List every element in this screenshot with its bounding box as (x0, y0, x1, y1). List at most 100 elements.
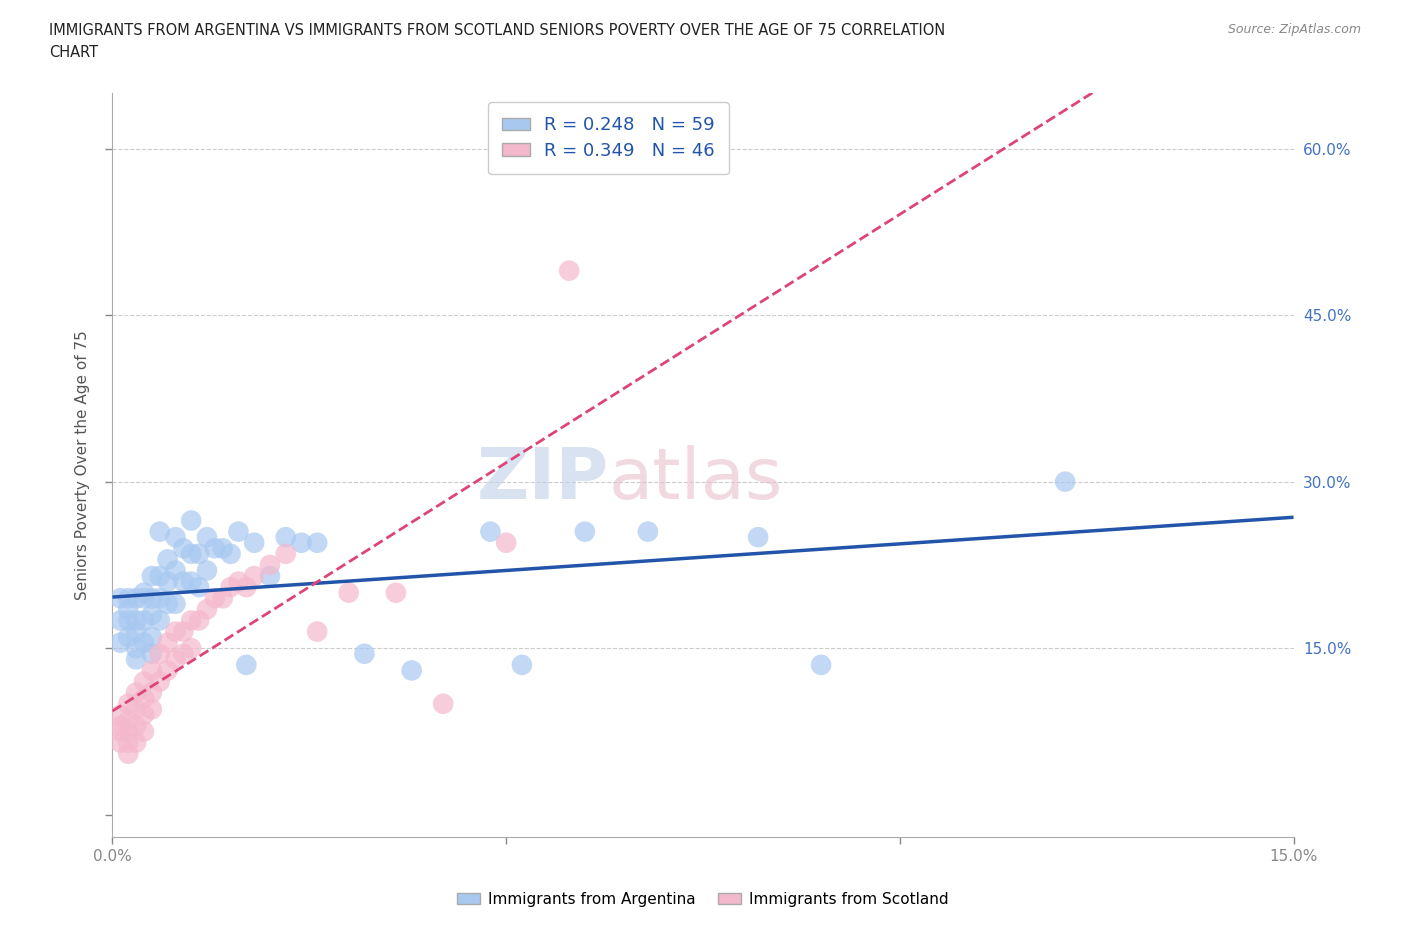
Point (132, 674, 155, 689)
Point (353, 646, 375, 661)
Point (228, 525, 250, 539)
Point (117, 736, 139, 751)
Point (132, 635, 155, 650)
Point (125, 613, 148, 628)
Point (110, 635, 132, 650)
Point (110, 708, 132, 723)
Point (180, 547, 202, 562)
Point (211, 541, 233, 556)
Point (117, 602, 139, 617)
Point (165, 530, 187, 545)
Point (125, 652, 148, 667)
Point (172, 624, 194, 639)
Text: Source: ZipAtlas.com: Source: ZipAtlas.com (1227, 23, 1361, 36)
Point (141, 685, 163, 700)
Point (149, 613, 172, 628)
Point (156, 663, 179, 678)
Point (290, 536, 312, 551)
Point (132, 613, 155, 628)
Point (243, 568, 266, 583)
Point (219, 547, 242, 562)
Point (110, 719, 132, 734)
Y-axis label: Seniors Poverty Over the Age of 75: Seniors Poverty Over the Age of 75 (75, 330, 90, 600)
Point (110, 591, 132, 605)
Text: ZIP: ZIP (477, 445, 609, 514)
Point (110, 724, 132, 739)
Point (259, 568, 281, 583)
Point (117, 630, 139, 644)
Point (117, 613, 139, 628)
Point (235, 658, 257, 672)
Point (195, 563, 218, 578)
Point (510, 658, 533, 672)
Point (188, 547, 211, 562)
Point (117, 724, 139, 739)
Point (432, 697, 454, 711)
Point (117, 713, 139, 728)
Point (125, 736, 148, 751)
Point (141, 630, 163, 644)
Point (180, 574, 202, 589)
Point (274, 530, 297, 545)
Point (307, 624, 329, 639)
Point (149, 568, 172, 583)
Point (228, 574, 250, 589)
Point (156, 574, 179, 589)
Point (558, 263, 581, 278)
Point (180, 613, 202, 628)
Point (156, 596, 179, 611)
Point (125, 624, 148, 639)
Point (188, 613, 211, 628)
Point (132, 708, 155, 723)
Point (110, 736, 132, 751)
Point (574, 525, 596, 539)
Point (149, 674, 172, 689)
Point (132, 591, 155, 605)
Point (132, 585, 155, 600)
Point (132, 724, 155, 739)
Point (172, 541, 194, 556)
Point (172, 646, 194, 661)
Point (195, 602, 218, 617)
Point (149, 591, 172, 605)
Point (401, 663, 423, 678)
Point (117, 746, 139, 761)
Point (156, 635, 179, 650)
Point (243, 536, 266, 551)
Point (180, 513, 202, 528)
Point (219, 579, 242, 594)
Point (125, 685, 148, 700)
Point (810, 658, 832, 672)
Point (125, 719, 148, 734)
Point (495, 536, 517, 551)
Point (141, 702, 163, 717)
Point (180, 641, 202, 656)
Point (132, 691, 155, 706)
Point (125, 591, 148, 605)
Point (165, 563, 187, 578)
Point (235, 579, 257, 594)
Point (1054, 474, 1077, 489)
Text: IMMIGRANTS FROM ARGENTINA VS IMMIGRANTS FROM SCOTLAND SENIORS POVERTY OVER THE A: IMMIGRANTS FROM ARGENTINA VS IMMIGRANTS … (49, 23, 945, 38)
Point (117, 591, 139, 605)
Point (188, 579, 211, 594)
Point (172, 574, 194, 589)
Point (141, 607, 163, 622)
Point (385, 585, 408, 600)
Point (337, 585, 360, 600)
Point (141, 568, 163, 583)
Legend: Immigrants from Argentina, Immigrants from Scotland: Immigrants from Argentina, Immigrants fr… (451, 886, 955, 913)
Point (211, 591, 233, 605)
Legend: R = 0.248   N = 59, R = 0.349   N = 46: R = 0.248 N = 59, R = 0.349 N = 46 (488, 102, 730, 174)
Point (156, 551, 179, 566)
Point (141, 663, 163, 678)
Point (125, 641, 148, 656)
Point (125, 702, 148, 717)
Point (141, 591, 163, 605)
Point (165, 652, 187, 667)
Point (204, 541, 226, 556)
Point (110, 613, 132, 628)
Point (195, 530, 218, 545)
Point (117, 697, 139, 711)
Text: atlas: atlas (609, 445, 783, 514)
